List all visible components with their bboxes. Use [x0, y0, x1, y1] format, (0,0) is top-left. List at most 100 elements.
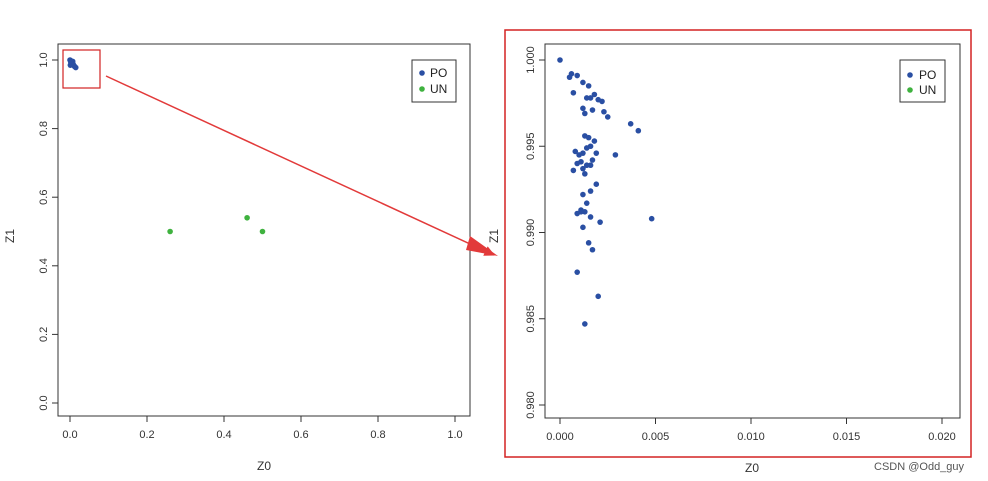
right-y-tick-label: 0.995 — [525, 132, 537, 160]
right-point-po — [582, 171, 588, 177]
right-point-po — [587, 214, 594, 220]
right-point-po — [587, 95, 594, 101]
right-point-po — [593, 181, 600, 187]
right-point-po — [648, 215, 655, 222]
right-point-po — [593, 150, 600, 156]
right-point-po — [627, 121, 634, 127]
right-y-axis-label: Z1 — [487, 229, 501, 243]
left-y-tick-label: 0.4 — [38, 258, 50, 273]
right-point-po — [591, 138, 598, 144]
left-x-tick-label: 0.0 — [62, 429, 77, 441]
right-point-po — [585, 83, 592, 89]
right-point-po — [583, 200, 590, 206]
right-point-po — [604, 114, 611, 120]
right-point-po — [578, 207, 584, 213]
right-x-axis: 0.000 0.005 0.010 0.015 0.020 — [546, 418, 956, 443]
left-y-tick-label: 0.2 — [38, 327, 50, 342]
right-x-tick-label: 0.000 — [546, 431, 574, 443]
right-legend-un-marker — [907, 87, 913, 93]
right-point-po — [582, 110, 588, 117]
right-plot-frame — [544, 43, 961, 419]
right-point-po — [574, 269, 580, 275]
right-point-po — [585, 134, 592, 141]
right-point-po — [595, 293, 601, 300]
right-point-po — [591, 91, 598, 98]
right-y-tick-label: 0.980 — [525, 391, 537, 419]
left-x-tick-label: 0.6 — [293, 429, 308, 441]
right-point-po — [635, 127, 642, 134]
right-point-po — [574, 72, 580, 79]
right-point-po — [589, 107, 596, 113]
left-legend-po-marker — [419, 70, 425, 76]
left-x-tick-label: 0.4 — [216, 429, 231, 441]
right-point-po — [597, 219, 603, 225]
left-point-po — [67, 59, 74, 65]
right-legend: PO UN — [899, 59, 946, 103]
right-point-po — [576, 152, 582, 158]
left-x-tick-label: 0.2 — [139, 429, 154, 441]
right-x-tick-label: 0.020 — [928, 431, 956, 443]
left-x-tick-label: 0.8 — [370, 429, 385, 441]
left-plot-frame — [57, 43, 471, 417]
right-data-points — [557, 57, 655, 327]
right-x-tick-label: 0.005 — [642, 431, 670, 443]
left-y-axis: 0.0 0.2 0.4 0.6 0.8 1.0 — [38, 52, 58, 411]
left-legend-un-marker — [419, 86, 425, 92]
right-point-po — [580, 165, 586, 172]
right-point-po — [589, 157, 596, 163]
zoomed-plot-border — [504, 29, 972, 458]
right-point-po — [583, 145, 590, 151]
left-point-un — [244, 214, 250, 221]
right-x-tick-label: 0.015 — [833, 431, 861, 443]
right-point-po — [570, 167, 577, 174]
right-point-po — [580, 224, 586, 231]
right-point-po — [587, 188, 594, 194]
left-point-un — [259, 228, 266, 235]
zoomed-scatter-plot: 0.000 0.005 0.010 0.015 0.020 0.980 0.985 0.99… — [487, 43, 961, 475]
right-point-po — [557, 57, 563, 63]
watermark: CSDN @Odd_guy — [874, 461, 965, 473]
right-point-po — [589, 246, 596, 253]
left-y-tick-label: 0.8 — [38, 121, 50, 136]
left-point-un — [167, 228, 173, 235]
right-y-tick-label: 0.985 — [525, 305, 537, 333]
left-y-tick-label: 1.0 — [38, 52, 50, 67]
left-data-points — [67, 57, 266, 235]
zoom-region-highlight — [62, 49, 101, 89]
left-x-tick-label: 1.0 — [447, 429, 462, 441]
right-legend-po-marker — [907, 72, 913, 78]
left-y-tick-label: 0.6 — [38, 190, 50, 205]
right-point-po — [566, 74, 573, 81]
left-legend: PO UN — [411, 59, 457, 103]
left-x-axis-label: Z0 — [257, 459, 271, 473]
right-y-tick-label: 1.000 — [525, 46, 537, 74]
right-x-axis-label: Z0 — [745, 461, 759, 475]
left-legend-po-label: PO — [430, 66, 447, 80]
right-point-po — [574, 210, 580, 217]
zoom-arrow — [105, 75, 495, 256]
left-legend-un-label: UN — [430, 82, 447, 96]
right-y-axis: 0.980 0.985 0.990 0.995 1.000 — [525, 46, 545, 419]
right-point-po — [580, 105, 586, 112]
right-point-po — [580, 79, 586, 86]
left-y-tick-label: 0.0 — [38, 395, 50, 410]
right-point-po — [570, 89, 577, 96]
left-legend-box — [411, 59, 457, 103]
left-y-axis-label: Z1 — [3, 229, 17, 243]
right-point-po — [572, 148, 579, 155]
right-point-po — [582, 321, 588, 327]
overview-scatter-plot: 0.0 0.2 0.4 0.6 0.8 1.0 0.0 0.2 0.4 0.6 0.8 1.0 Z0… — [3, 43, 471, 473]
right-point-po — [601, 108, 607, 115]
right-point-po — [574, 160, 580, 167]
right-point-po — [612, 152, 619, 158]
right-x-tick-label: 0.010 — [737, 431, 765, 443]
right-legend-un-label: UN — [919, 83, 936, 97]
right-y-tick-label: 0.990 — [525, 219, 537, 247]
right-point-po — [580, 191, 586, 198]
zoom-arrow-head — [466, 236, 498, 256]
right-legend-box — [899, 59, 946, 103]
left-x-axis: 0.0 0.2 0.4 0.6 0.8 1.0 — [62, 416, 463, 441]
right-point-po — [585, 240, 592, 246]
right-legend-po-label: PO — [919, 68, 936, 82]
